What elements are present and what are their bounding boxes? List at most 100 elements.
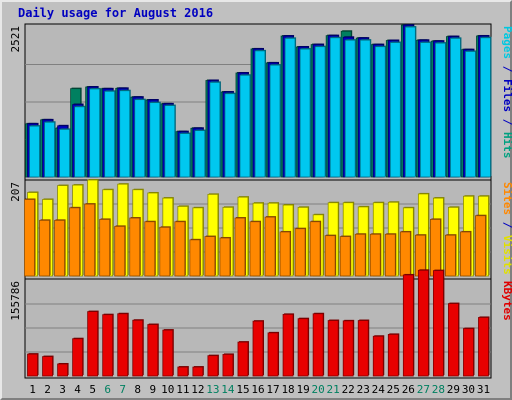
pages-files-hits-ymax-label: 2521	[9, 26, 22, 53]
x-tick-label: 9	[149, 383, 156, 396]
sites-visits-sites-bar	[39, 219, 50, 277]
sites-visits-sites-bar	[99, 219, 111, 277]
kbytes-kbytes-bar	[117, 313, 129, 377]
kbytes-kbytes-bar	[297, 318, 309, 377]
pages-files-hits-pages-bar	[434, 42, 446, 178]
sites-visits-sites-bar	[399, 231, 411, 277]
pages-files-hits-legend-part-0: Pages	[501, 26, 512, 59]
pages-files-hits-pages-bar	[59, 128, 70, 178]
pages-files-hits-pages-bar	[254, 50, 266, 178]
pages-files-hits-legend-part-1: /	[501, 59, 512, 79]
x-tick-label: 15	[236, 383, 249, 396]
kbytes-kbytes-bar	[342, 320, 354, 377]
kbytes-kbytes-bar	[327, 320, 339, 377]
sites-visits-sites-bar	[249, 221, 261, 277]
pages-files-hits-legend-part-4: Hits	[501, 132, 512, 159]
pages-files-hits-pages-bar	[374, 46, 386, 178]
sites-visits-sites-bar	[369, 233, 381, 277]
kbytes-kbytes-bar	[87, 311, 99, 377]
sites-visits-sites-bar	[429, 219, 441, 277]
pages-files-hits-legend-part-3: /	[501, 112, 512, 132]
x-tick-label: 17	[266, 383, 279, 396]
x-tick-label: 20	[312, 383, 325, 396]
x-tick-label: 10	[161, 383, 174, 396]
sites-visits-sites-bar	[54, 219, 65, 277]
sites-visits-sites-bar	[204, 236, 216, 277]
kbytes-kbytes-bar	[463, 328, 474, 377]
kbytes-kbytes-bar	[72, 338, 84, 377]
x-tick-label: 28	[432, 383, 445, 396]
x-tick-label: 21	[327, 383, 340, 396]
pages-files-hits-pages-bar	[314, 46, 326, 178]
x-tick-label: 22	[342, 383, 355, 396]
sites-visits-sites-bar	[159, 226, 171, 277]
kbytes-kbytes-bar	[162, 329, 174, 377]
pages-files-hits-pages-bar	[164, 105, 176, 178]
kbytes-kbytes-bar	[478, 317, 489, 377]
x-tick-label: 3	[59, 383, 66, 396]
sites-visits-sites-bar	[264, 216, 276, 277]
kbytes-kbytes-bar	[57, 363, 68, 377]
kbytes-kbytes-bar	[252, 320, 264, 377]
pages-files-hits-legend-label: Pages / Files / Hits	[501, 26, 512, 159]
sites-visits-sites-bar	[279, 231, 291, 277]
pages-files-hits-pages-bar	[284, 37, 296, 178]
kbytes-kbytes-bar	[27, 353, 38, 377]
kbytes-kbytes-bar	[402, 274, 414, 377]
sites-visits-sites-bar	[114, 225, 126, 277]
kbytes-kbytes-bar	[237, 341, 249, 377]
pages-files-hits-panel: 2521 Pages / Files / Hits	[9, 23, 512, 181]
sites-visits-sites-bar	[219, 237, 231, 277]
x-tick-label: 13	[206, 383, 219, 396]
sites-visits-sites-bar	[294, 228, 306, 277]
x-tick-label: 27	[417, 383, 430, 396]
pages-files-hits-pages-bar	[450, 37, 461, 178]
x-tick-label: 5	[89, 383, 96, 396]
pages-files-hits-pages-bar	[104, 90, 116, 178]
sites-visits-legend-label: Sites / Visits	[501, 182, 512, 275]
x-tick-label: 6	[104, 383, 111, 396]
x-tick-label: 23	[357, 383, 370, 396]
kbytes-kbytes-bar	[282, 313, 294, 377]
pages-files-hits-pages-bar	[44, 121, 55, 178]
kbytes-kbytes-bar	[357, 320, 369, 377]
x-tick-label: 2	[44, 383, 51, 396]
sites-visits-sites-bar	[84, 203, 96, 277]
kbytes-kbytes-bar	[207, 355, 219, 377]
pages-files-hits-pages-bar	[89, 88, 101, 178]
kbytes-kbytes-bar	[448, 303, 459, 377]
pages-files-hits-pages-bar	[29, 125, 40, 178]
sites-visits-sites-bar	[69, 207, 81, 277]
pages-files-hits-pages-bar	[419, 42, 431, 178]
chart-title: Daily usage for August 2016	[18, 6, 214, 20]
sites-visits-legend-part-2: Visits	[501, 235, 512, 275]
pages-files-hits-pages-bar	[194, 130, 206, 178]
kbytes-kbytes-bar	[372, 335, 384, 377]
sites-visits-sites-bar	[129, 217, 141, 277]
pages-files-hits-pages-bar	[134, 99, 146, 178]
x-tick-label: 8	[134, 383, 141, 396]
pages-files-hits-pages-bar	[359, 39, 371, 178]
x-tick-label: 1	[29, 383, 36, 396]
pages-files-hits-pages-bar	[179, 133, 191, 178]
x-tick-label: 25	[387, 383, 400, 396]
kbytes-kbytes-bar	[222, 354, 234, 377]
pages-files-hits-pages-bar	[465, 51, 476, 178]
sites-visits-sites-bar	[460, 231, 471, 277]
pages-files-hits-pages-bar	[299, 48, 311, 178]
x-tick-label: 14	[221, 383, 235, 396]
x-tick-label: 31	[477, 383, 490, 396]
x-tick-label: 29	[447, 383, 460, 396]
sites-visits-sites-bar	[189, 239, 201, 277]
kbytes-kbytes-bar	[192, 366, 204, 377]
x-tick-label: 7	[119, 383, 126, 396]
kbytes-kbytes-bar	[432, 270, 444, 377]
sites-visits-sites-bar	[339, 236, 351, 277]
x-tick-label: 12	[191, 383, 204, 396]
sites-visits-sites-bar	[475, 215, 486, 277]
sites-visits-sites-bar	[445, 234, 456, 277]
x-tick-label: 4	[74, 383, 81, 396]
sites-visits-sites-bar	[354, 233, 366, 277]
kbytes-kbytes-bar	[417, 269, 429, 377]
